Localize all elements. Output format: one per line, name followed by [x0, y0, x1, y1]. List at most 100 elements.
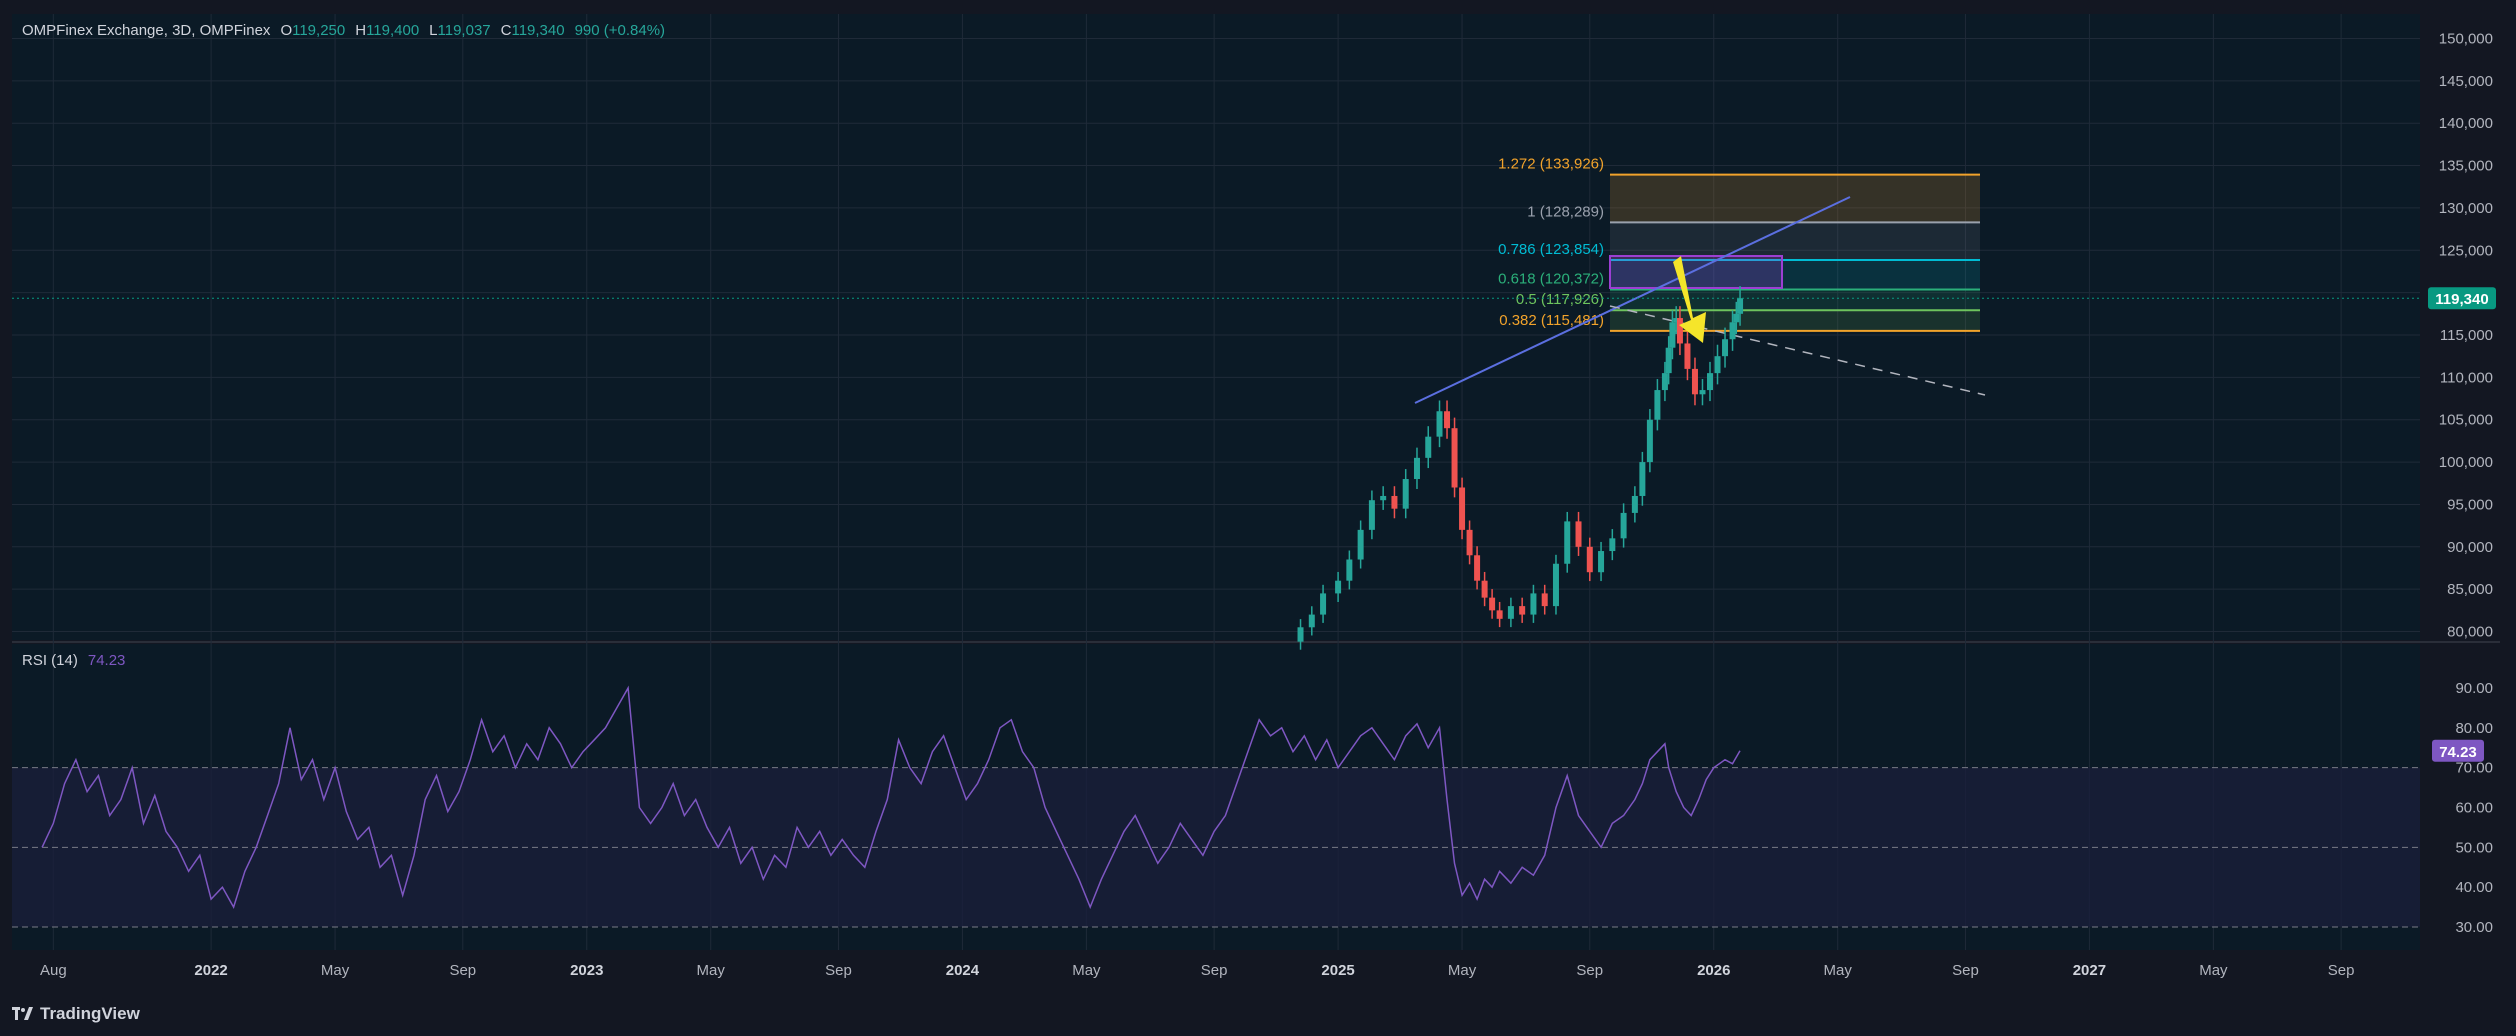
- low-value: 119,037: [437, 22, 491, 39]
- low-label: L: [429, 22, 438, 39]
- time-axis-label: Sep: [2328, 962, 2355, 979]
- candle-body: [1444, 411, 1451, 429]
- fib-zone: [1610, 174, 1980, 223]
- symbol-legend: OMPFinex Exchange, 3D, OMPFinex O 119,250…: [22, 22, 665, 39]
- candle-body: [1357, 529, 1364, 560]
- rsi-axis-label: 80.00: [2455, 720, 2493, 737]
- candle-body: [1631, 495, 1638, 513]
- candle-body: [1639, 462, 1646, 496]
- candle-body: [1564, 521, 1571, 564]
- time-axis-label: Sep: [1201, 962, 1228, 979]
- rsi-value-tag-label: 74.23: [2439, 744, 2477, 761]
- candle-body: [1598, 551, 1605, 573]
- candle-body: [1733, 313, 1740, 323]
- highlight-box: [1609, 255, 1783, 289]
- rsi-line: [41, 685, 1741, 910]
- time-axis-label: 2025: [1321, 962, 1354, 979]
- candle-body: [1676, 318, 1683, 344]
- rsi-axis-label: 50.00: [2455, 839, 2493, 856]
- candle-body: [1722, 339, 1729, 357]
- candle-body: [1699, 390, 1706, 395]
- candle-body: [1530, 593, 1537, 615]
- price-axis-label: 90,000: [2447, 539, 2493, 556]
- candle-body: [1451, 428, 1458, 488]
- price-axis-label: 80,000: [2447, 624, 2493, 641]
- rsi-axis-label: 40.00: [2455, 879, 2493, 896]
- candle-body: [1669, 322, 1676, 348]
- price-axis-label: 95,000: [2447, 496, 2493, 513]
- change-value: 990 (+0.84%): [574, 22, 666, 39]
- time-axis-label: 2022: [194, 962, 227, 979]
- close-value: 119,340: [511, 22, 565, 39]
- price-axis-label: 135,000: [2439, 158, 2493, 175]
- candle-body: [1474, 555, 1481, 581]
- rsi-value: 74.23: [87, 652, 126, 669]
- fib-level-label: 0.5 (117,926): [1516, 291, 1604, 308]
- rsi-axis-label: 30.00: [2455, 919, 2493, 936]
- candle-body: [1714, 356, 1721, 374]
- candle-body: [1646, 419, 1653, 463]
- rsi-value-tag: [2432, 739, 2484, 762]
- candle-body: [1729, 322, 1736, 340]
- time-axis-label: 2023: [570, 962, 603, 979]
- rsi-axis-label: 60.00: [2455, 800, 2493, 817]
- time-axis-label: Sep: [1952, 962, 1979, 979]
- candle-body: [1620, 512, 1627, 539]
- time-axis-label: Aug: [40, 962, 67, 979]
- fib-zone: [1610, 259, 1980, 290]
- candle-body: [1320, 593, 1327, 615]
- price-axis-label: 85,000: [2447, 581, 2493, 598]
- fib-level-label: 0.382 (115,481): [1499, 312, 1604, 329]
- candle-body: [1368, 500, 1375, 530]
- time-axis-label: 2027: [2073, 962, 2106, 979]
- candle-body: [1665, 347, 1672, 374]
- open-label: O: [280, 22, 293, 39]
- candle-body: [1436, 411, 1443, 437]
- candle-body: [1541, 593, 1548, 607]
- time-axis-label: 2024: [946, 962, 980, 979]
- time-axis-label: Sep: [825, 962, 852, 979]
- high-value: 119,400: [366, 22, 420, 39]
- high-label: H: [355, 22, 367, 39]
- candle-body: [1335, 580, 1342, 594]
- price-axis-label: 115,000: [2440, 327, 2493, 344]
- tradingview-logo[interactable]: TradingView: [12, 1004, 140, 1024]
- rsi-axis-label: 90.00: [2455, 680, 2493, 697]
- candle-body: [1466, 529, 1473, 556]
- price-pane: [12, 14, 2420, 640]
- trend-line: [1414, 196, 1851, 404]
- candle-body: [1489, 597, 1496, 611]
- price-axis-label: 145,000: [2439, 73, 2493, 90]
- candle-body: [1297, 627, 1304, 642]
- candle-body: [1706, 373, 1713, 391]
- candle-body: [1413, 457, 1420, 480]
- candle-body: [1459, 487, 1466, 530]
- fib-zone: [1610, 310, 1980, 331]
- candle-body: [1684, 343, 1691, 369]
- candle-body: [1654, 390, 1661, 420]
- candle-body: [1737, 298, 1744, 314]
- candle-body: [1609, 538, 1616, 552]
- candle-body: [1346, 559, 1353, 581]
- current-price-tag-label: 119,340: [2435, 291, 2488, 308]
- fib-level-label: 1.272 (133,926): [1498, 156, 1604, 173]
- price-axis-label: 110,000: [2440, 369, 2493, 386]
- candle-body: [1586, 546, 1593, 573]
- time-axis-label: May: [1448, 962, 1477, 979]
- candle-body: [1552, 563, 1559, 607]
- candle-body: [1519, 606, 1526, 615]
- time-axis-label: Sep: [1576, 962, 1603, 979]
- rsi-label: RSI (14): [22, 652, 78, 669]
- price-axis-label: 105,000: [2439, 412, 2493, 429]
- candle-body: [1391, 495, 1398, 509]
- rsi-legend: RSI (14) 74.23: [22, 652, 125, 669]
- time-axis-label: May: [697, 962, 726, 979]
- price-axis-label: 130,000: [2439, 200, 2493, 217]
- fib-level-label: 0.618 (120,372): [1498, 270, 1604, 287]
- candle-body: [1402, 479, 1409, 509]
- price-axis-label: 100,000: [2439, 454, 2493, 471]
- close-label: C: [500, 22, 512, 39]
- candle-body: [1691, 368, 1698, 395]
- brand-name: TradingView: [40, 1004, 140, 1023]
